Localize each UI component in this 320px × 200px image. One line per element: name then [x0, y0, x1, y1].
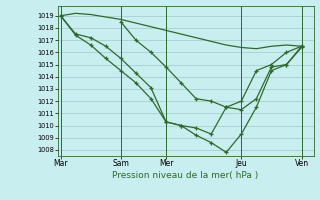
X-axis label: Pression niveau de la mer( hPa ): Pression niveau de la mer( hPa ) [112, 171, 259, 180]
